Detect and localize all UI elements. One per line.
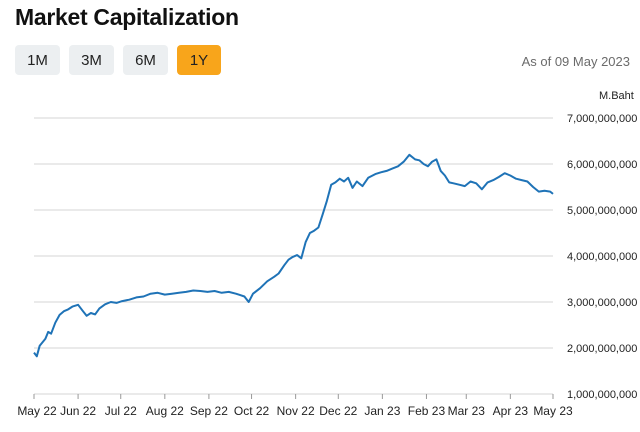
x-axis-ticks: May 22 Jun 22 Jul 22 Aug 22 Sep 22 Oct 22 Nov … xyxy=(17,394,573,418)
period-selector: 1M 3M 6M 1Y xyxy=(15,45,221,75)
y-tick-label: 5,000,000,000 xyxy=(567,205,637,217)
x-tick-label: Jan 23 xyxy=(364,404,400,418)
x-tick-label: May 23 xyxy=(533,404,573,418)
y-tick-label: 2,000,000,000 xyxy=(567,343,637,355)
y-tick-label: 3,000,000,000 xyxy=(567,297,637,309)
x-tick-label: Dec 22 xyxy=(319,404,357,418)
x-tick-label: May 22 xyxy=(17,404,57,418)
x-tick-label: Oct 22 xyxy=(234,404,270,418)
period-button-1y[interactable]: 1Y xyxy=(177,45,221,75)
y-tick-label: 4,000,000,000 xyxy=(567,251,637,263)
period-button-1m[interactable]: 1M xyxy=(15,45,60,75)
as-of-date: As of 09 May 2023 xyxy=(521,54,630,69)
y-tick-label: 7,000,000,000 xyxy=(567,113,637,125)
x-tick-label: Jul 22 xyxy=(105,404,137,418)
x-tick-label: Nov 22 xyxy=(277,404,315,418)
x-tick-label: Mar 23 xyxy=(448,404,486,418)
page-title: Market Capitalization xyxy=(15,4,239,30)
y-axis-ticks: 7,000,000,000 6,000,000,000 5,000,000,000 4… xyxy=(567,113,637,401)
x-tick-label: Apr 23 xyxy=(493,404,529,418)
x-tick-label: Feb 23 xyxy=(408,404,446,418)
x-tick-label: Aug 22 xyxy=(146,404,184,418)
period-button-6m[interactable]: 6M xyxy=(123,45,168,75)
x-tick-label: Sep 22 xyxy=(190,404,228,418)
period-button-3m[interactable]: 3M xyxy=(69,45,114,75)
y-tick-label: 6,000,000,000 xyxy=(567,159,637,171)
x-tick-label: Jun 22 xyxy=(60,404,96,418)
series-line xyxy=(33,153,554,358)
y-axis-unit-label: M.Baht xyxy=(599,90,634,102)
y-tick-label: 1,000,000,000 xyxy=(567,389,637,401)
